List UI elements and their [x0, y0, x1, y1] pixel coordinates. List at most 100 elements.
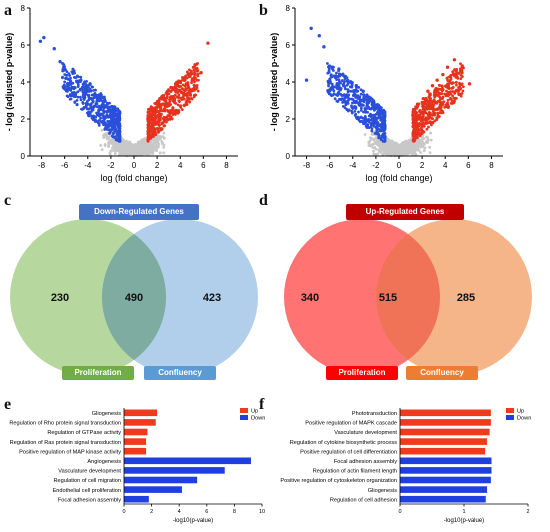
- up-point: [184, 74, 187, 78]
- up-point: [192, 88, 196, 92]
- ns-point: [116, 149, 120, 152]
- up-point: [445, 102, 449, 106]
- down-point: [382, 109, 386, 113]
- up-point: [426, 104, 430, 108]
- down-point: [73, 85, 76, 89]
- down-point: [359, 109, 363, 112]
- down-point: [340, 79, 344, 82]
- down-point: [329, 88, 333, 91]
- category-label: Focal adhesion assembly: [58, 497, 121, 503]
- ns-point: [407, 144, 411, 148]
- up-point: [436, 113, 440, 117]
- category-label: Positive regulation of MAP kinase activi…: [19, 449, 121, 455]
- down-point: [94, 115, 98, 119]
- up-point: [430, 84, 435, 88]
- down-point: [362, 95, 366, 98]
- down-point: [105, 105, 109, 109]
- bar: [124, 486, 182, 493]
- up-point: [459, 73, 463, 77]
- down-point: [334, 93, 338, 97]
- ns-point: [410, 151, 413, 155]
- ns-point: [397, 150, 401, 154]
- ns-point: [158, 134, 162, 138]
- ns-point: [373, 145, 377, 149]
- bar: [124, 428, 148, 436]
- up-point: [153, 111, 157, 115]
- ns-point: [367, 141, 371, 145]
- up-point: [441, 110, 445, 114]
- ns-point: [105, 132, 109, 136]
- bar: [400, 409, 491, 417]
- down-point: [377, 136, 381, 139]
- down-point: [360, 98, 364, 102]
- up-point: [467, 82, 472, 86]
- y-axis-label: - log (adjusted p-value): [4, 33, 14, 132]
- down-point: [343, 87, 347, 91]
- ns-point: [120, 137, 124, 141]
- x-tick-label: 2: [526, 509, 529, 515]
- up-point: [196, 72, 200, 76]
- down-point: [75, 79, 78, 83]
- up-point: [155, 121, 159, 125]
- down-point: [376, 116, 380, 120]
- up-point: [191, 65, 195, 69]
- down-point: [383, 135, 387, 139]
- category-label: Regulation of actin filament length: [313, 469, 397, 475]
- down-point: [349, 89, 353, 93]
- down-point: [102, 103, 106, 107]
- panel-label-e: e: [4, 396, 12, 413]
- up-point: [160, 96, 164, 101]
- down-point: [350, 111, 354, 115]
- enrichment-chart-f: Phototransduction Positive regulation of …: [280, 408, 531, 524]
- ns-point: [121, 150, 125, 154]
- up-point: [447, 93, 451, 96]
- up-point: [152, 129, 156, 132]
- down-point: [88, 112, 92, 116]
- down-point: [67, 82, 71, 86]
- up-point: [446, 106, 450, 110]
- up-point: [428, 94, 432, 97]
- up-point: [421, 107, 425, 111]
- down-point: [100, 113, 104, 117]
- down-point: [78, 88, 82, 92]
- proliferation-label: Proliferation: [326, 366, 398, 380]
- legend-label: Up: [517, 409, 524, 415]
- bar: [400, 495, 486, 503]
- up-point: [146, 114, 150, 118]
- x-tick-label: 2: [420, 161, 425, 170]
- ns-point: [389, 152, 393, 156]
- x-axis-label: -log10(p-value): [444, 518, 484, 524]
- up-point: [421, 101, 425, 105]
- ns-point: [417, 140, 421, 144]
- down-point: [373, 117, 377, 121]
- down-point: [106, 115, 110, 119]
- up-point: [451, 94, 454, 98]
- x-tick-label: 1: [462, 509, 465, 515]
- ns-point: [143, 141, 147, 145]
- ns-point: [100, 128, 104, 132]
- ns-point: [426, 136, 429, 139]
- up-point: [422, 110, 425, 113]
- up-point: [172, 96, 176, 100]
- up-point: [174, 85, 178, 89]
- down-point: [369, 122, 373, 125]
- down-point: [81, 85, 85, 89]
- up-point: [159, 107, 162, 111]
- down-point: [101, 109, 105, 112]
- overlap-count: 515: [378, 292, 398, 304]
- x-tick-label: 8: [489, 161, 494, 170]
- ns-point: [372, 149, 375, 153]
- down-point: [347, 93, 350, 97]
- panel-label-f: f: [259, 396, 265, 413]
- up-point: [422, 114, 425, 118]
- down-point: [373, 122, 376, 125]
- down-point: [380, 134, 384, 138]
- up-point: [417, 117, 421, 121]
- up-point: [151, 121, 154, 124]
- up-point: [190, 81, 193, 85]
- up-point: [175, 95, 179, 99]
- down-point: [65, 70, 69, 74]
- up-point: [459, 77, 463, 81]
- down-point: [338, 97, 342, 101]
- down-point: [108, 105, 111, 109]
